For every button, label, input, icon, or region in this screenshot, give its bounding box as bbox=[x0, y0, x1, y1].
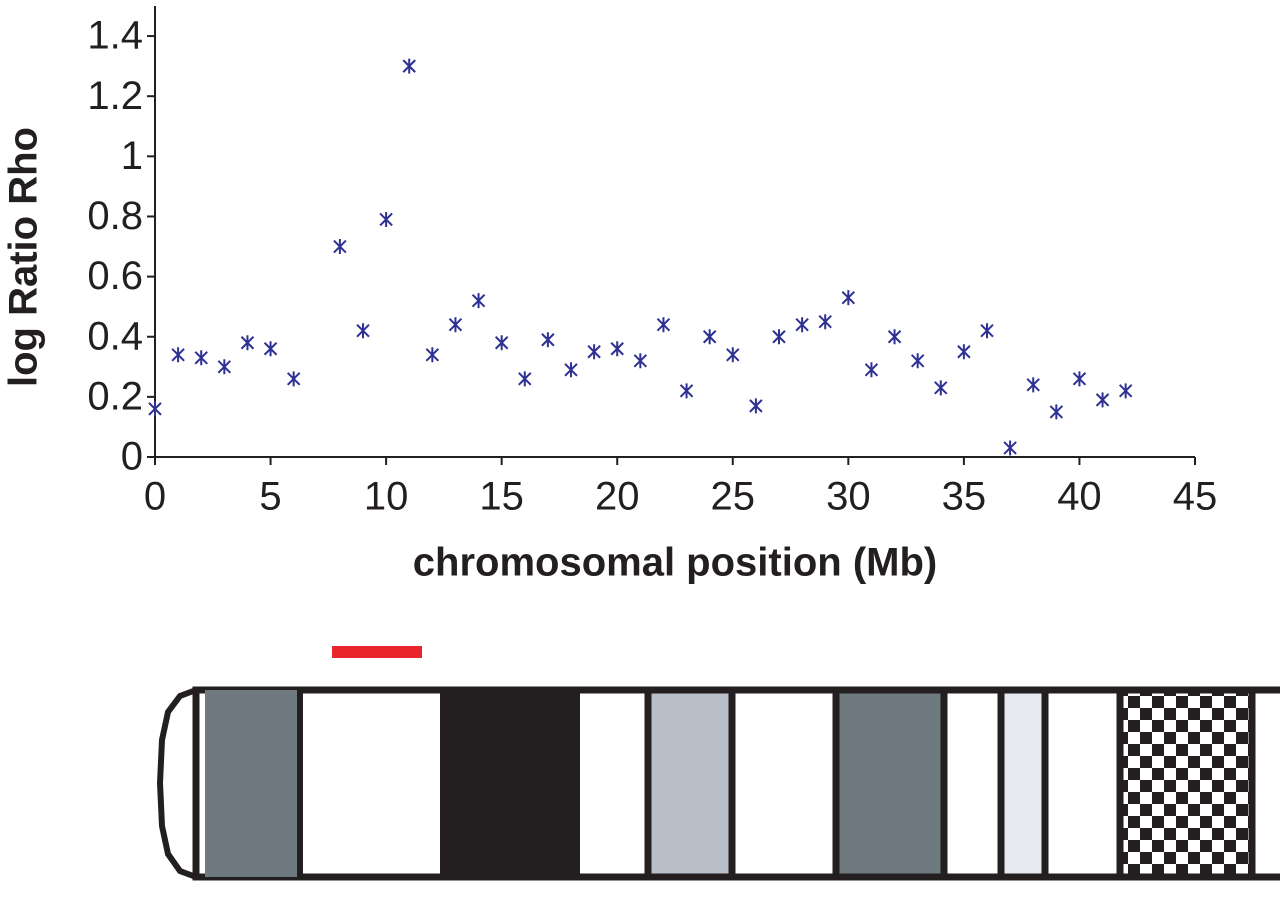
point bbox=[356, 323, 370, 339]
point bbox=[1118, 383, 1133, 399]
point bbox=[587, 344, 601, 360]
point bbox=[494, 335, 509, 351]
x-tick-label: 10 bbox=[364, 475, 409, 519]
point bbox=[864, 362, 879, 378]
point bbox=[818, 314, 832, 330]
point bbox=[263, 341, 278, 357]
band bbox=[644, 686, 736, 881]
x-tick-label: 45 bbox=[1173, 475, 1218, 519]
point bbox=[726, 347, 740, 363]
y-tick-label: 0.2 bbox=[87, 374, 143, 418]
point bbox=[980, 323, 994, 339]
ideogram bbox=[156, 646, 1280, 881]
band bbox=[832, 686, 948, 881]
band-edge bbox=[297, 690, 303, 877]
x-tick-label: 40 bbox=[1057, 475, 1102, 519]
x-tick-label: 0 bbox=[144, 475, 166, 519]
point bbox=[957, 344, 971, 360]
y-tick-label: 0.8 bbox=[87, 194, 143, 238]
x-tick-label: 30 bbox=[826, 475, 871, 519]
point bbox=[633, 353, 648, 369]
point bbox=[240, 335, 255, 351]
point bbox=[749, 398, 763, 414]
point bbox=[1095, 392, 1110, 408]
region-marker bbox=[332, 646, 422, 658]
y-tick-label: 0.6 bbox=[87, 254, 143, 298]
telomere-cap bbox=[156, 687, 198, 880]
point bbox=[656, 317, 671, 333]
point bbox=[795, 317, 809, 333]
band bbox=[440, 690, 580, 877]
point bbox=[518, 371, 532, 387]
point bbox=[471, 293, 486, 309]
y-tick-label: 1 bbox=[121, 134, 143, 178]
point bbox=[1026, 377, 1040, 393]
point bbox=[402, 58, 416, 74]
x-tick-label: 5 bbox=[259, 475, 281, 519]
point bbox=[448, 317, 463, 333]
y-tick-label: 0 bbox=[121, 435, 143, 479]
point bbox=[1072, 371, 1087, 387]
point bbox=[610, 341, 624, 357]
point bbox=[171, 347, 185, 363]
point bbox=[333, 239, 347, 255]
band bbox=[205, 690, 297, 877]
point bbox=[379, 211, 393, 227]
centromere bbox=[1116, 686, 1256, 881]
point bbox=[1049, 404, 1064, 420]
y-tick-label: 1.4 bbox=[87, 14, 143, 58]
point bbox=[217, 359, 232, 375]
x-tick-label: 25 bbox=[711, 475, 756, 519]
point bbox=[772, 329, 786, 345]
x-axis-title: chromosomal position (Mb) bbox=[413, 541, 937, 585]
point bbox=[1003, 440, 1017, 456]
point bbox=[702, 329, 717, 345]
y-axis-title: log Ratio Rho bbox=[2, 127, 46, 387]
x-tick-label: 35 bbox=[942, 475, 987, 519]
point bbox=[425, 347, 440, 363]
point bbox=[541, 332, 555, 348]
y-tick-label: 0.4 bbox=[87, 314, 143, 358]
point bbox=[910, 353, 925, 369]
point bbox=[841, 290, 856, 306]
chromosome-body bbox=[192, 686, 1280, 881]
x-tick-label: 20 bbox=[595, 475, 640, 519]
y-tick-label: 1.2 bbox=[87, 74, 143, 118]
point bbox=[194, 350, 208, 366]
point bbox=[887, 329, 902, 345]
point bbox=[679, 383, 694, 399]
x-tick-label: 15 bbox=[479, 475, 524, 519]
point bbox=[286, 371, 301, 387]
point bbox=[148, 401, 162, 417]
point bbox=[564, 362, 578, 378]
band bbox=[997, 686, 1049, 881]
point bbox=[934, 380, 948, 396]
